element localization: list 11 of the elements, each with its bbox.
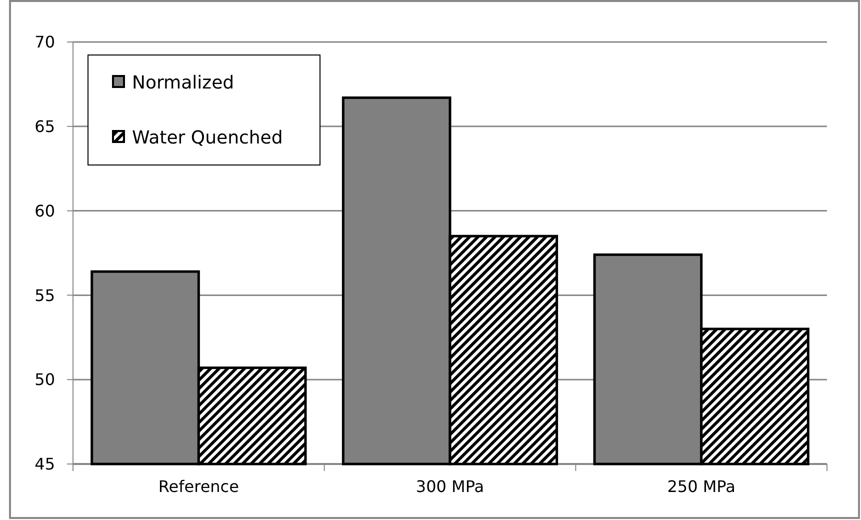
y-tick-label: 55 (34, 286, 55, 305)
y-tick-label: 45 (34, 454, 55, 474)
legend-label: Water Quenched (132, 127, 283, 148)
y-tick-label: 60 (34, 201, 55, 220)
x-tick-label: Reference (158, 477, 239, 496)
legend-label: Normalized (132, 72, 234, 94)
x-tick-label: 300 MPa (416, 477, 484, 496)
y-tick-label: 65 (34, 117, 55, 136)
y-tick-label: 50 (34, 370, 55, 390)
y-tick-label: 70 (34, 32, 55, 52)
x-tick-label: 250 MPa (667, 477, 736, 496)
